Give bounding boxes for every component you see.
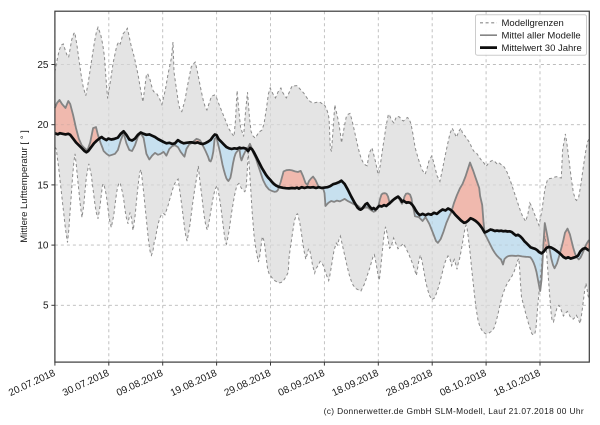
svg-text:Mittel aller Modelle: Mittel aller Modelle	[502, 30, 581, 41]
svg-text:15: 15	[37, 180, 49, 191]
svg-text:Modellgrenzen: Modellgrenzen	[502, 18, 564, 29]
svg-text:25: 25	[37, 60, 49, 71]
svg-text:5: 5	[43, 301, 49, 312]
svg-text:Mittlere Lufttemperatur [ ° ]: Mittlere Lufttemperatur [ ° ]	[19, 130, 30, 243]
svg-text:10: 10	[37, 241, 49, 252]
svg-text:(c) Donnerwetter.de GmbH SLM-M: (c) Donnerwetter.de GmbH SLM-Modell, Lau…	[324, 406, 584, 416]
svg-text:20: 20	[37, 120, 49, 131]
svg-text:Mittelwert 30 Jahre: Mittelwert 30 Jahre	[502, 43, 582, 54]
